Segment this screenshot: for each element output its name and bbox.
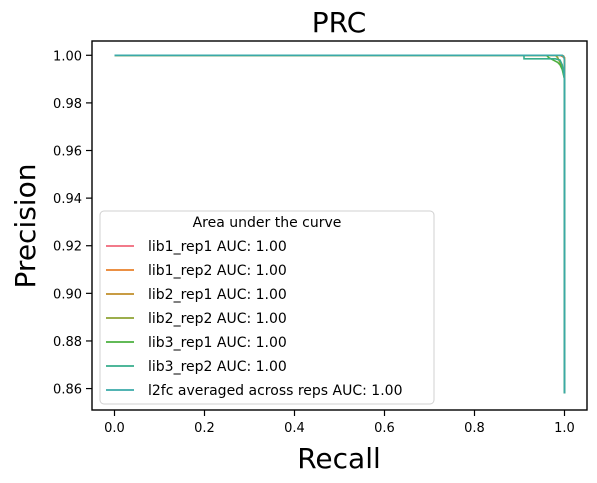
legend-entry: l2fc averaged across reps AUC: 1.00 (148, 383, 402, 399)
chart-title: PRC (312, 6, 367, 39)
series-line-7 (114, 54, 566, 394)
legend-entry: lib3_rep1 AUC: 1.00 (148, 335, 287, 351)
legend-box (99, 210, 435, 405)
y-tick-label: 0.98 (53, 97, 82, 112)
plot-frame (91, 40, 588, 411)
x-axis: 0.0 0.2 0.4 0.6 0.8 1.0 (104, 410, 575, 436)
legend-entry: lib2_rep1 AUC: 1.00 (148, 287, 287, 303)
plot-lines (114, 54, 566, 394)
y-tick-label: 0.88 (53, 335, 82, 350)
y-axis: 0.86 0.88 0.90 0.92 0.94 0.96 0.98 1.00 (53, 49, 92, 398)
x-axis-title: Recall (297, 442, 381, 475)
y-tick-label: 0.94 (53, 192, 82, 207)
x-tick-label: 0.2 (194, 421, 215, 436)
x-tick-label: 1.0 (554, 421, 575, 436)
y-tick-label: 0.90 (53, 287, 82, 302)
legend-entry: lib1_rep2 AUC: 1.00 (148, 263, 287, 279)
legend: Area under the curve lib1_rep1 AUC: 1.00… (99, 210, 435, 405)
x-tick-label: 0.0 (104, 421, 125, 436)
legend-entry: lib3_rep2 AUC: 1.00 (148, 359, 287, 375)
y-tick-label: 0.96 (53, 145, 82, 160)
x-tick-label: 0.8 (464, 421, 485, 436)
y-tick-label: 0.86 (53, 383, 82, 398)
legend-items: lib1_rep1 AUC: 1.00 lib1_rep2 AUC: 1.00 li… (106, 239, 402, 399)
y-axis-title: Precision (9, 164, 42, 289)
legend-entry: lib1_rep1 AUC: 1.00 (148, 239, 287, 255)
x-tick-label: 0.4 (284, 421, 305, 436)
legend-title: Area under the curve (193, 215, 342, 231)
legend-entry: lib2_rep2 AUC: 1.00 (148, 311, 287, 327)
y-tick-label: 1.00 (53, 49, 82, 64)
x-tick-label: 0.6 (374, 421, 395, 436)
y-tick-label: 0.92 (53, 240, 82, 255)
